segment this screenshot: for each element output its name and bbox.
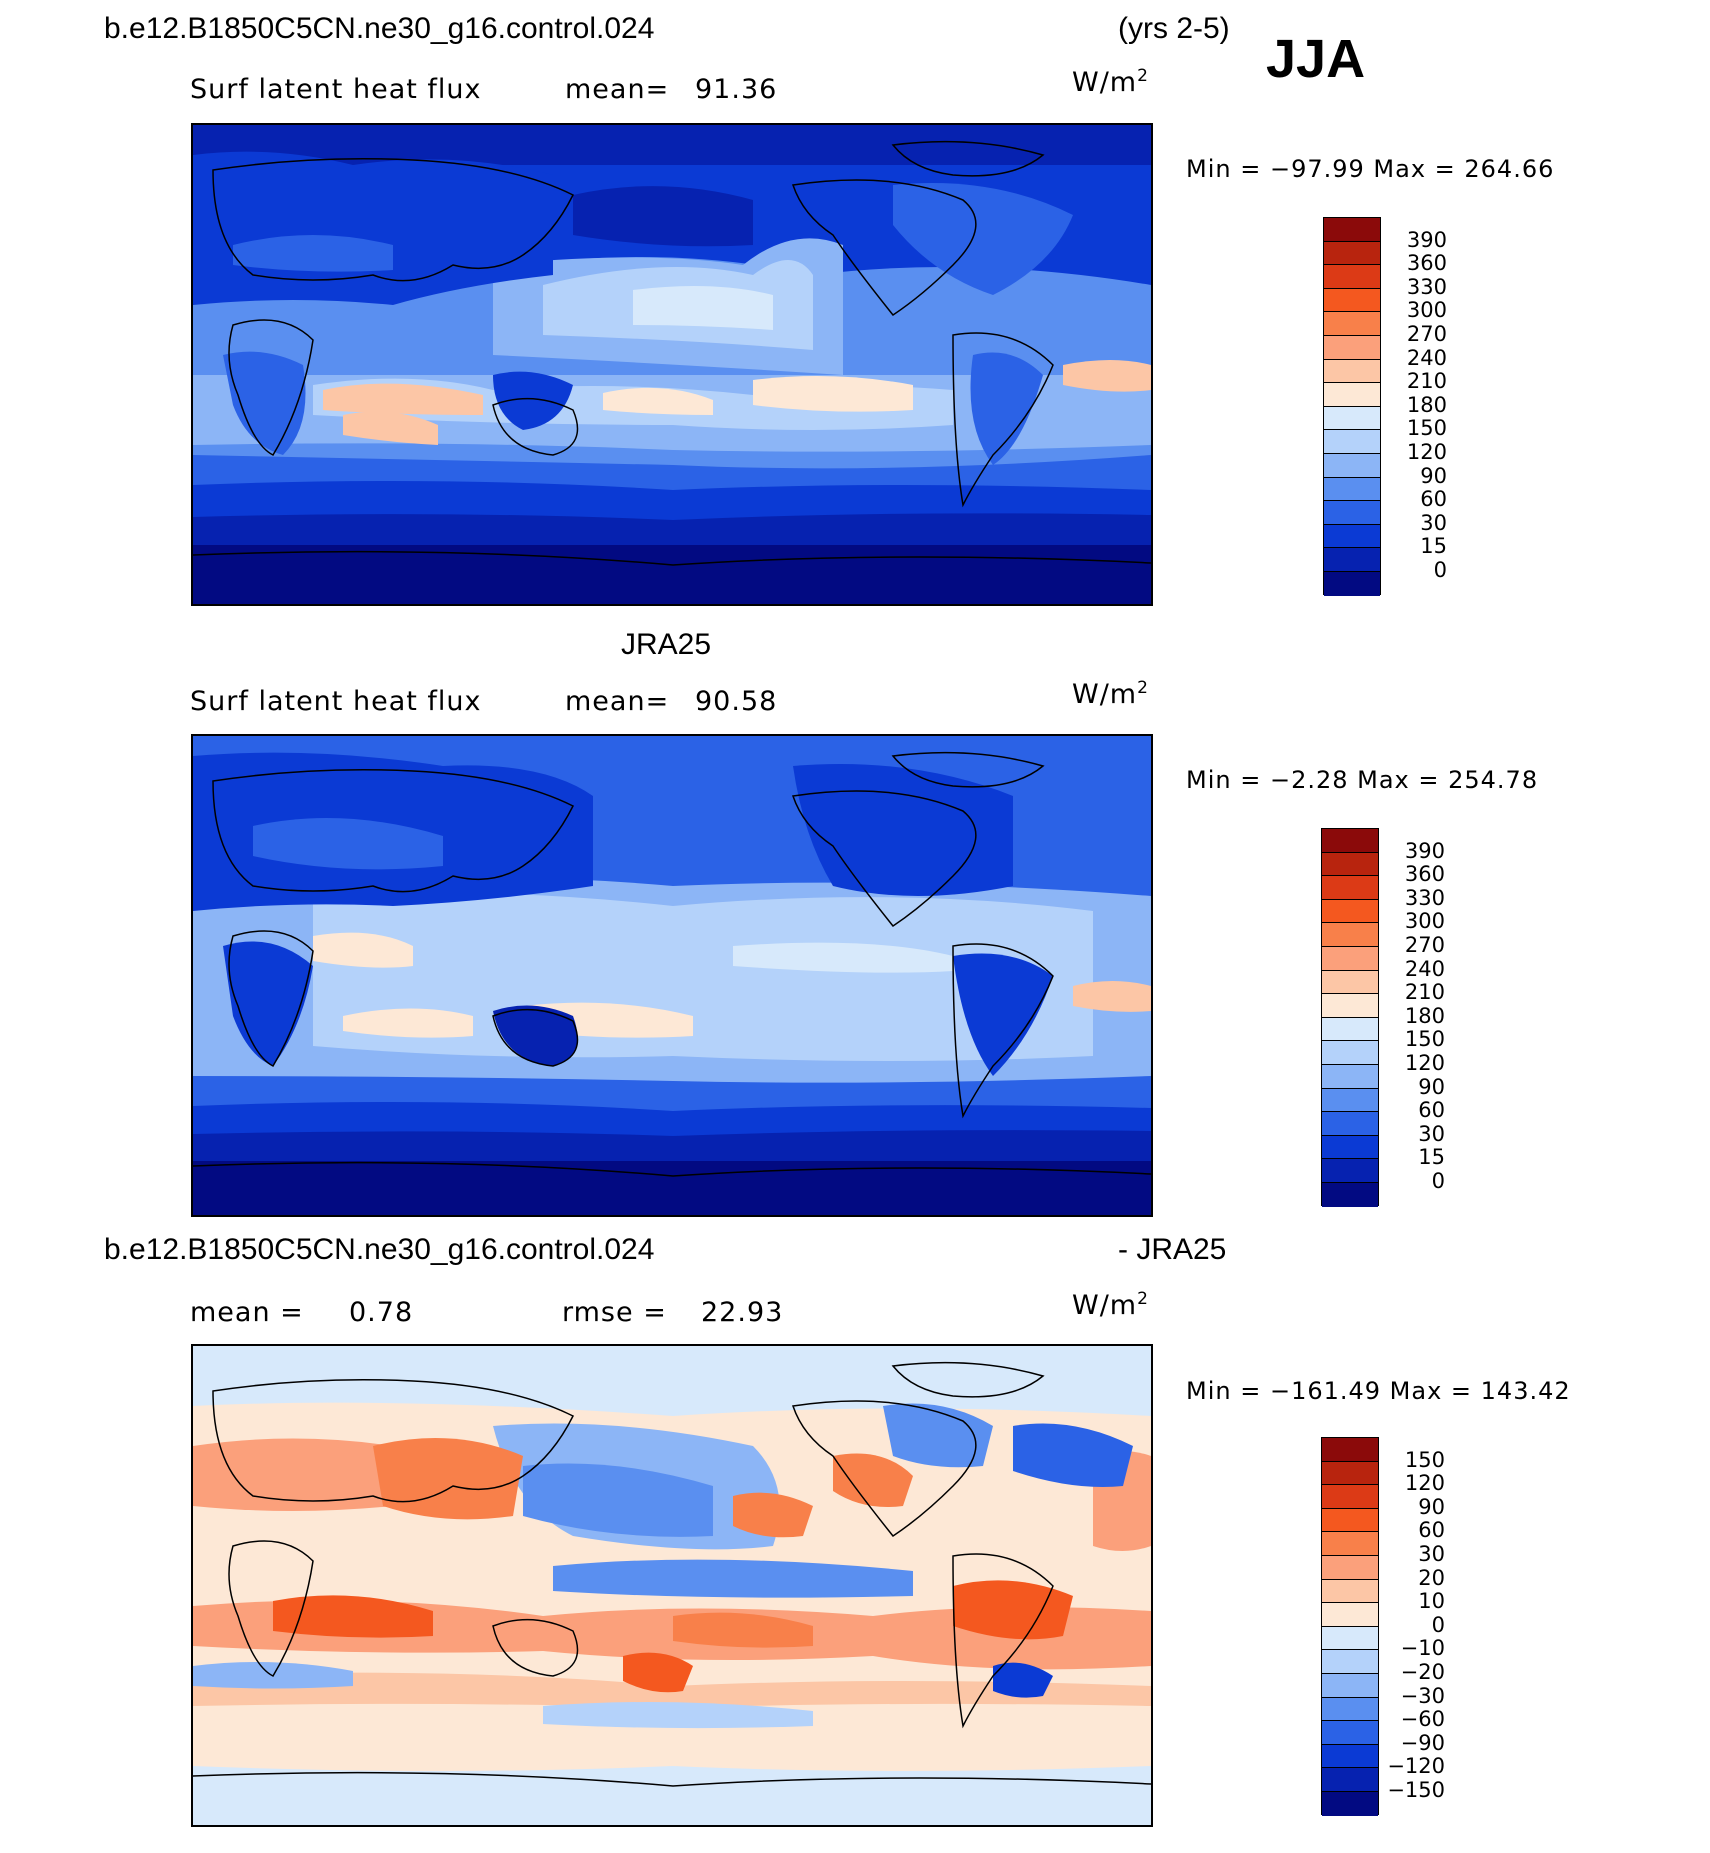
units-label-middle: W/m2 (1072, 678, 1149, 710)
colorbar-tick-label: 0 (1431, 1169, 1445, 1193)
minmax-label-bottom: Min = −161.49 Max = 143.42 (1186, 1377, 1571, 1405)
rmse-value-bottom: 22.93 (701, 1297, 784, 1328)
case-title-top: b.e12.B1850C5CN.ne30_g16.control.024 (104, 12, 655, 45)
colorbar-tick-label: 15 (1420, 534, 1447, 559)
colorbar-tick-label: 240 (1404, 956, 1445, 981)
units-label-top: W/m2 (1072, 66, 1149, 98)
colorbar-tick-label: 150 (1404, 1447, 1445, 1472)
map-panel-model (191, 123, 1153, 606)
colorbar-tick-label: −60 (1400, 1707, 1445, 1732)
colorbar-tick-label: 20 (1418, 1565, 1445, 1590)
case-title-bottom: b.e12.B1850C5CN.ne30_g16.control.024 (104, 1233, 655, 1266)
colorbar-tick-label: 15 (1418, 1145, 1445, 1170)
colorbar-tick-label: −20 (1400, 1660, 1445, 1684)
colorbar-tick-label: 180 (1406, 392, 1447, 417)
colorbar-tick-label: 300 (1404, 909, 1445, 934)
colorbar-tick-label: 270 (1404, 933, 1445, 957)
mean-value-bottom: 0.78 (349, 1297, 414, 1328)
colorbar-tick-label: 150 (1406, 416, 1447, 441)
colorbar-tick-label: 210 (1406, 369, 1447, 394)
colorbar-tick-label: 120 (1406, 440, 1447, 464)
variable-label-top: Surf latent heat flux (190, 74, 482, 105)
colorbar-tick-label: 90 (1418, 1494, 1445, 1519)
colorbar-tick-label: 210 (1404, 980, 1445, 1005)
colorbar-tick-label: 360 (1404, 862, 1445, 887)
colorbar-tick-label: 0 (1433, 558, 1447, 582)
minus-dataset-label: - JRA25 (1118, 1233, 1227, 1266)
colorbar-top (1323, 217, 1381, 596)
mean-label-middle: mean= (565, 686, 670, 717)
years-label: (yrs 2-5) (1118, 12, 1230, 45)
colorbar-tick-label: −120 (1387, 1754, 1445, 1779)
map-panel-difference (191, 1344, 1153, 1827)
colorbar-tick-label: 30 (1418, 1121, 1445, 1146)
colorbar-tick-label: 390 (1404, 838, 1445, 863)
colorbar-tick-label: 90 (1418, 1074, 1445, 1099)
colorbar-tick-label: 240 (1406, 345, 1447, 370)
colorbar-tick-label: 30 (1420, 510, 1447, 535)
colorbar-tick-label: 90 (1420, 463, 1447, 488)
mean-value-middle: 90.58 (695, 686, 778, 717)
colorbar-tick-label: 0 (1431, 1612, 1445, 1637)
colorbar-tick-label: −10 (1400, 1636, 1445, 1661)
colorbar-middle (1321, 828, 1379, 1207)
model-latent-heat-map (193, 125, 1151, 604)
difference-latent-heat-map (193, 1346, 1151, 1825)
variable-label-middle: Surf latent heat flux (190, 686, 482, 717)
dataset-title-middle: JRA25 (621, 628, 712, 661)
colorbar-tick-label: −150 (1387, 1778, 1445, 1802)
colorbar-tick-label: 10 (1418, 1589, 1445, 1614)
reanalysis-latent-heat-map (193, 736, 1151, 1215)
colorbar-tick-label: 60 (1418, 1098, 1445, 1123)
colorbar-tick-label: 270 (1406, 322, 1447, 346)
colorbar-tick-label: 300 (1406, 298, 1447, 323)
colorbar-tick-label: 120 (1404, 1051, 1445, 1075)
colorbar-tick-label: 60 (1418, 1518, 1445, 1543)
colorbar-bottom (1321, 1437, 1379, 1816)
colorbar-tick-label: −30 (1400, 1683, 1445, 1708)
minmax-label-top: Min = −97.99 Max = 264.66 (1186, 155, 1555, 183)
colorbar-tick-label: 330 (1406, 274, 1447, 299)
colorbar-tick-label: 330 (1404, 885, 1445, 910)
mean-label-top: mean= (565, 74, 670, 105)
season-label: JJA (1266, 29, 1366, 89)
colorbar-tick-label: 120 (1404, 1471, 1445, 1496)
mean-value-top: 91.36 (695, 74, 778, 105)
colorbar-tick-label: 30 (1418, 1542, 1445, 1566)
units-label-bottom: W/m2 (1072, 1289, 1149, 1321)
colorbar-tick-label: 60 (1420, 487, 1447, 512)
map-panel-reanalysis (191, 734, 1153, 1217)
colorbar-tick-label: −90 (1400, 1730, 1445, 1755)
mean-label-bottom: mean = (190, 1297, 304, 1328)
colorbar-tick-label: 390 (1406, 227, 1447, 252)
colorbar-tick-label: 360 (1406, 251, 1447, 276)
colorbar-tick-label: 180 (1404, 1003, 1445, 1028)
minmax-label-middle: Min = −2.28 Max = 254.78 (1186, 766, 1539, 794)
colorbar-tick-label: 150 (1404, 1027, 1445, 1052)
rmse-label-bottom: rmse = (562, 1297, 667, 1328)
